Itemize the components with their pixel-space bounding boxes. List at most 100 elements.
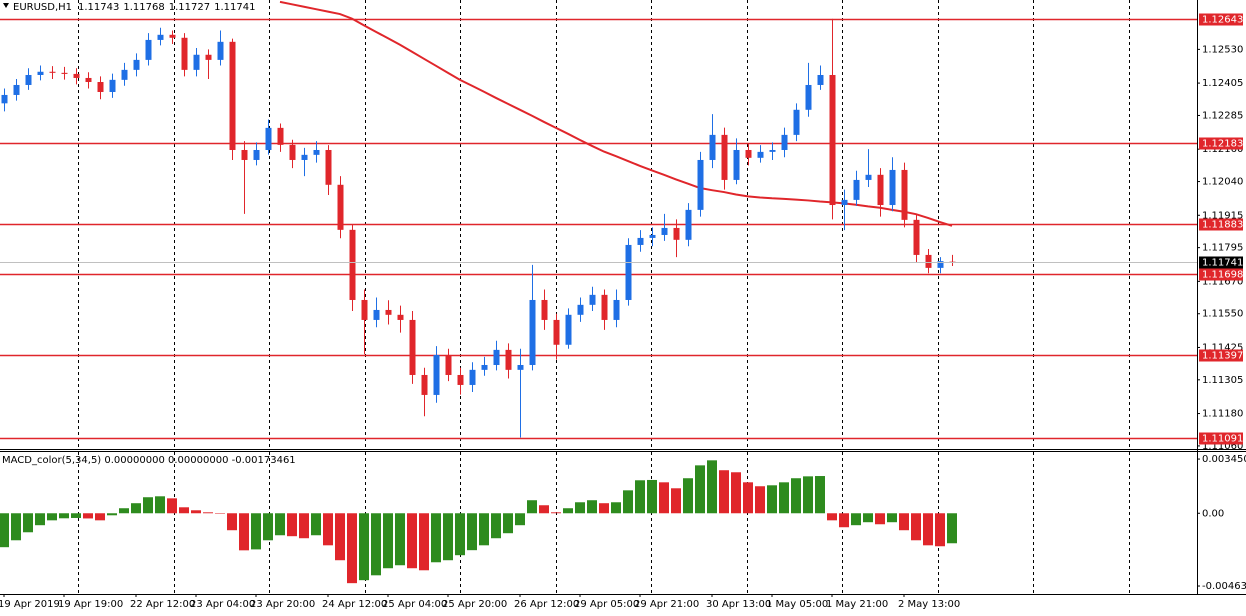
indicator-bar: [467, 513, 477, 551]
candle-body: [73, 73, 80, 78]
candle-body: [361, 299, 368, 320]
indicator-bar: [95, 513, 105, 521]
candle-body: [625, 244, 632, 300]
candle-body: [157, 34, 164, 40]
level-label-box: [1199, 349, 1243, 362]
candle-body: [673, 227, 680, 240]
indicator-bar: [767, 485, 777, 514]
candle-body: [745, 149, 752, 158]
indicator-bar: [923, 513, 933, 546]
candle-body: [649, 234, 656, 238]
indicator-bar: [251, 513, 261, 550]
y-tick-label: 1.11180: [1202, 409, 1243, 420]
candle-body: [349, 229, 356, 300]
x-tick-label: 30 Apr 13:00: [706, 599, 771, 610]
candle-body: [169, 34, 176, 38]
candle-body: [277, 127, 284, 145]
candle-body: [769, 149, 776, 152]
candle-body: [757, 151, 764, 158]
level-label: 1.12183: [1202, 139, 1243, 150]
indicator-y-tick-label: 0.00: [1202, 508, 1224, 519]
candle-body: [109, 79, 116, 92]
candle-body: [577, 304, 584, 315]
candle-body: [409, 319, 416, 375]
candle-body: [901, 169, 908, 220]
candle-body: [433, 355, 440, 395]
x-tick-label: 1 May 21:00: [826, 599, 888, 610]
y-tick-label: 1.11795: [1202, 243, 1243, 254]
candle-body: [325, 149, 332, 185]
indicator-bar: [539, 505, 549, 514]
candle-body: [829, 74, 836, 206]
indicator-bar: [179, 507, 189, 514]
indicator-bar: [83, 513, 93, 519]
y-tick-label: 1.11425: [1202, 342, 1243, 353]
last-price-label: 1.11741: [1202, 258, 1243, 269]
indicator-bar: [47, 513, 57, 521]
y-tick-label: 1.11550: [1202, 309, 1243, 320]
candle-body: [313, 149, 320, 155]
candle-body: [709, 134, 716, 160]
x-tick-label: 2 May 13:00: [898, 599, 960, 610]
candle-body: [217, 41, 224, 60]
indicator-bar: [899, 513, 909, 531]
indicator-bar: [671, 488, 681, 514]
indicator-bar: [635, 480, 645, 514]
indicator-bar: [647, 479, 657, 514]
x-tick-label: 19 Apr 2019: [0, 599, 60, 610]
indicator-bar: [215, 513, 225, 514]
candle-body: [925, 254, 932, 268]
candle-body: [385, 309, 392, 315]
candle-body: [541, 299, 548, 320]
symbol: EURUSD,H1: [13, 2, 72, 13]
candle-body: [49, 71, 56, 73]
candle-body: [337, 184, 344, 230]
indicator-bar: [107, 513, 117, 516]
indicator-bar: [227, 513, 237, 531]
candle-body: [1, 94, 8, 104]
candle-body: [865, 174, 872, 180]
candle-body: [781, 134, 788, 150]
candle-body: [265, 127, 272, 150]
indicator-bar: [935, 513, 945, 547]
level-label-box: [1199, 268, 1243, 281]
last-price-box: [1199, 256, 1243, 269]
candle-body: [241, 149, 248, 160]
candle-body: [25, 74, 32, 85]
indicator-bar: [395, 513, 405, 566]
candle-body: [85, 77, 92, 83]
open-value: 1.11743: [78, 2, 119, 13]
candle-body: [373, 309, 380, 320]
x-tick-label: 25 Apr 20:00: [442, 599, 507, 610]
candle-body: [805, 84, 812, 110]
candle-body: [289, 144, 296, 160]
indicator-bar: [851, 513, 861, 526]
candle-body: [481, 364, 488, 370]
candle-body: [445, 355, 452, 375]
indicator-bar: [479, 513, 489, 546]
candle-body: [505, 349, 512, 370]
candle-body: [13, 84, 20, 95]
indicator-bar: [335, 513, 345, 561]
indicator-bar: [431, 513, 441, 563]
indicator-bar: [203, 512, 213, 514]
candle-body: [205, 54, 212, 60]
indicator-bar: [239, 513, 249, 551]
high-value: 1.11768: [123, 2, 164, 13]
indicator-bar: [287, 513, 297, 537]
indicator-bar: [887, 513, 897, 523]
indicator-bar: [191, 510, 201, 514]
indicator-bar: [623, 490, 633, 514]
candle-body: [253, 149, 260, 160]
candle-body: [37, 71, 44, 75]
candle-body: [937, 261, 944, 268]
y-tick-label: 1.12285: [1202, 110, 1243, 121]
indicator-bar: [491, 513, 501, 539]
indicator-bar: [695, 465, 705, 514]
indicator-bar: [611, 502, 621, 514]
indicator-bar: [119, 508, 129, 514]
x-tick-label: 25 Apr 04:00: [382, 599, 447, 610]
indicator-bar: [371, 513, 381, 576]
candle-body: [457, 374, 464, 385]
